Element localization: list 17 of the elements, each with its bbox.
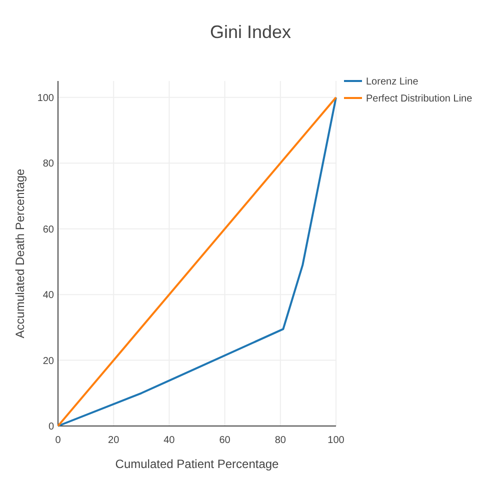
x-tick-label: 40 [164, 435, 176, 446]
x-tick-label: 80 [274, 435, 286, 446]
y-tick-label: 0 [48, 422, 54, 432]
y-tick-label: 40 [42, 290, 54, 302]
y-tick-label: 80 [42, 158, 54, 170]
x-tick-label: 20 [108, 435, 120, 446]
y-tick-label: 60 [42, 224, 54, 236]
y-axis-title: Accumulated Death Percentage [13, 168, 27, 338]
chart-title: Gini Index [210, 22, 292, 42]
legend-label: Lorenz Line [366, 76, 419, 88]
y-tick-label: 20 [42, 356, 54, 367]
x-tick-label: 0 [55, 435, 62, 446]
y-tick-label: 100 [37, 92, 54, 104]
x-tick-label: 60 [219, 435, 231, 446]
x-tick-label: 100 [328, 435, 345, 446]
x-axis-title: Cumulated Patient Percentage [115, 457, 280, 471]
legend-label: Perfect Distribution Line [366, 94, 473, 104]
